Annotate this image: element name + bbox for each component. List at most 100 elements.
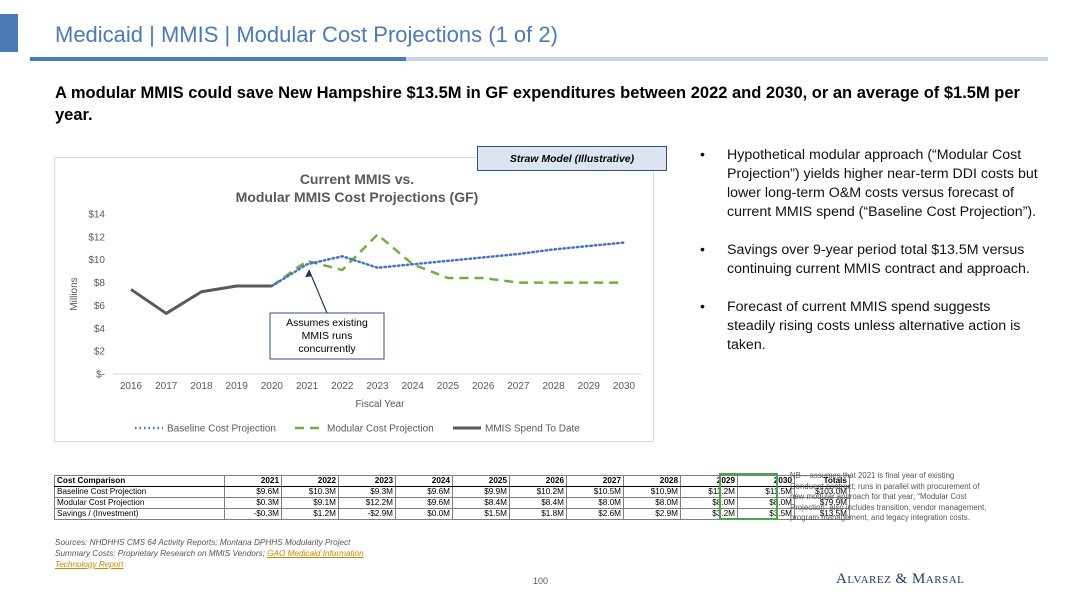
x-tick-label: 2029 [578,381,601,392]
x-axis: 2016 2017 2018 2019 2020 2021 2022 2023 2024 2025… [113,373,642,392]
row-label-cell: Savings / (Investment) [54,508,225,520]
table-cell: $0.0M [395,508,453,520]
x-tick-label: 2021 [296,381,319,392]
table-cell: $8.4M [509,497,567,509]
y-tick-label: $8 [94,278,106,289]
table-cell: $12.2M [338,497,396,509]
y-tick-label: $14 [88,210,105,221]
annotation-text: Assumes existing [286,317,368,329]
y-tick-label: $10 [88,255,105,266]
annotation-text: MMIS runs [302,330,353,342]
y-tick-label: $- [96,370,105,381]
table-row: Savings / (Investment) -$0.3M $1.2M -$2.9M $… [54,508,850,520]
y-tick-label: $4 [94,324,106,335]
table-cell: $9.6M [224,486,282,498]
nb-note: NB – assumes that 2021 is final year of … [790,471,987,522]
slide-title: Medicaid | MMIS | Modular Cost Projectio… [55,22,558,47]
x-tick-label: 2020 [261,381,284,392]
table-cell: $0.3M [224,497,282,509]
y-tick-label: $2 [94,347,106,358]
bullet-list: Hypothetical modular approach (“Modular … [700,146,1040,374]
table-cell: $8.0M [623,497,681,509]
chart-legend: Baseline Cost Projection Modular Cost Pro… [135,424,580,435]
table-cell: $10.3M [281,486,339,498]
sources-text: Sources: NHDHHS CMS 64 Activity Reports;… [55,538,351,558]
table-cell: $8.0M [566,497,624,509]
table-cell: 2025 [452,475,510,487]
chart-title-line1: Current MMIS vs. [300,171,414,187]
page-number: 100 [533,576,549,586]
x-tick-label: 2028 [542,381,565,392]
chart-canvas: Current MMIS vs. Modular MMIS Cost Proje… [69,171,642,435]
annotation-arrow [308,270,328,314]
legend-label: Modular Cost Projection [327,424,434,435]
table-cell: $10.2M [509,486,567,498]
table-cell: $2.6M [566,508,624,520]
y-tick-label: $6 [94,301,106,312]
x-tick-label: 2027 [507,381,530,392]
table-cell: $10.5M [566,486,624,498]
legend-label: Baseline Cost Projection [167,424,276,435]
table-cell: $9.9M [452,486,510,498]
row-label-cell: Cost Comparison [54,475,225,487]
title-accent-block [0,14,18,52]
table-cell: $13.5M [794,508,850,520]
x-tick-label: 2019 [226,381,249,392]
y-axis-label: Millions [69,277,80,310]
table-cell: $9.6M [395,497,453,509]
series-layer [130,233,626,315]
table-row: Modular Cost Projection $0.3M $9.1M $12.2M $… [54,497,850,509]
totals-highlight [719,473,778,520]
annotation-text: concurrently [298,343,356,355]
cost-projection-chart: Current MMIS vs. Modular MMIS Cost Proje… [54,157,654,442]
chart-title-line2: Modular MMIS Cost Projections (GF) [236,189,479,205]
x-tick-label: 2022 [331,381,354,392]
sources: Sources: NHDHHS CMS 64 Activity Reports;… [55,537,375,570]
table-cell: 2021 [224,475,282,487]
table-cell: -$2.9M [338,508,396,520]
table-cell: $1.8M [509,508,567,520]
x-tick-label: 2017 [155,381,178,392]
table-cell: $9.1M [281,497,339,509]
title-rule-accent [30,57,406,61]
x-axis-label: Fiscal Year [356,399,406,410]
table-cell: -$0.3M [224,508,282,520]
y-axis: $- $2 $4 $6 $8 $10 $12 $14 [88,210,105,381]
series-line-mmis-spend-to-date [130,284,272,315]
table-cell: $9.3M [338,486,396,498]
table-cell: 2027 [566,475,624,487]
bullet-item: Forecast of current MMIS spend suggests … [700,298,1040,355]
table-cell: $8.4M [452,497,510,509]
bullet-item: Savings over 9-year period total $13.5M … [700,241,1040,279]
table-cell: 2028 [623,475,681,487]
table-cell: $9.6M [395,486,453,498]
table-cell: 2022 [281,475,339,487]
x-tick-label: 2018 [190,381,213,392]
x-tick-label: 2016 [120,381,143,392]
series-line-baseline-cost-projection [270,241,626,288]
annotation-arrowhead [305,269,313,278]
bullet-item: Hypothetical modular approach (“Modular … [700,146,1040,222]
table-cell: $1.5M [452,508,510,520]
x-tick-label: 2023 [366,381,389,392]
table-cell: 2023 [338,475,396,487]
cost-comparison-table: Cost Comparison 2021 2022 2023 2024 2025 2026 2… [54,475,850,520]
table-cell: $10.9M [623,486,681,498]
brand-logo: Alvarez & Marsal [836,571,965,587]
table-cell: $1.2M [281,508,339,520]
series-line-modular-cost-projection [271,233,624,288]
gao-report-link[interactable]: GAO Medicaid Information Technology Repo… [55,549,364,569]
table-cell: $103.0M [794,486,850,498]
table-cell: 2024 [395,475,453,487]
title-rule [30,57,1048,61]
annotation-box [269,312,385,360]
straw-model-tag: Straw Model (Illustrative) [477,146,667,171]
x-tick-label: 2025 [437,381,460,392]
headline: A modular MMIS could save New Hampshire … [55,84,1020,124]
x-tick-label: 2030 [613,381,636,392]
legend-label: MMIS Spend To Date [485,424,580,435]
x-tick-label: 2026 [472,381,495,392]
x-tick-label: 2024 [402,381,425,392]
row-label-cell: Modular Cost Projection [54,497,225,509]
